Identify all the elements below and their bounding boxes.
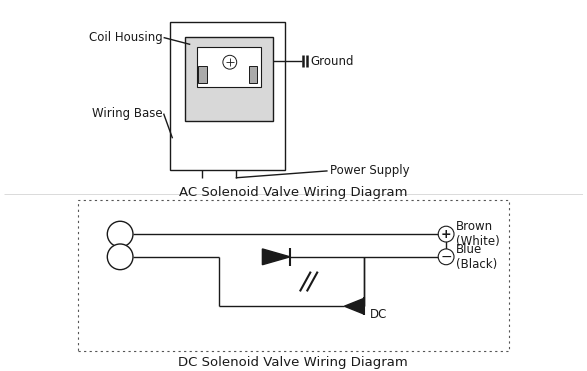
Polygon shape <box>262 249 290 265</box>
Bar <box>170 22 285 170</box>
Bar <box>185 37 274 121</box>
Circle shape <box>107 221 133 247</box>
Bar <box>77 200 510 351</box>
Circle shape <box>438 249 454 265</box>
Text: Wiring Base: Wiring Base <box>92 107 163 120</box>
Circle shape <box>438 226 454 242</box>
Text: DC: DC <box>370 308 387 321</box>
Text: Ground: Ground <box>311 55 355 68</box>
Text: −: − <box>440 250 452 264</box>
Circle shape <box>107 244 133 270</box>
Text: DC Solenoid Valve Wiring Diagram: DC Solenoid Valve Wiring Diagram <box>178 356 408 369</box>
Bar <box>198 66 207 83</box>
Text: Power Supply: Power Supply <box>329 164 409 177</box>
Polygon shape <box>345 298 364 314</box>
Text: +: + <box>441 227 451 241</box>
Text: Brown
(White): Brown (White) <box>456 220 500 248</box>
Circle shape <box>223 55 237 69</box>
Text: Blue
(Black): Blue (Black) <box>456 243 497 271</box>
Bar <box>248 66 258 83</box>
Text: Coil Housing: Coil Housing <box>89 31 163 44</box>
Bar <box>197 47 261 87</box>
Text: AC Solenoid Valve Wiring Diagram: AC Solenoid Valve Wiring Diagram <box>179 186 407 199</box>
